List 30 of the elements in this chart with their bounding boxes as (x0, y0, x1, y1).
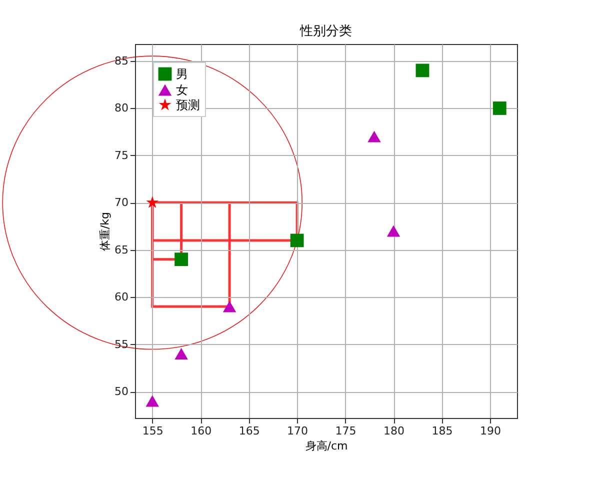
point (174, 252, 188, 266)
x-tick-label: 175 (335, 424, 356, 438)
point (222, 300, 236, 312)
point (174, 348, 188, 360)
y-axis-title: 体重/kg (98, 212, 112, 252)
legend-label: 女 (176, 83, 188, 97)
point (290, 234, 304, 248)
y-tick-label: 80 (114, 102, 128, 115)
x-tick-label: 180 (384, 424, 405, 438)
point (416, 64, 430, 78)
x-axis-title: 身高/cm (305, 440, 348, 452)
chart-title: 性别分类 (299, 24, 352, 39)
legend-label: 预测 (176, 98, 200, 112)
legend-label: 男 (176, 67, 188, 81)
x-tick-label: 160 (190, 424, 212, 438)
point (146, 395, 159, 407)
point (146, 196, 159, 208)
y-tick-label: 65 (114, 243, 128, 256)
y-tick-label: 75 (114, 148, 128, 162)
x-tick-label: 170 (287, 424, 308, 438)
point (368, 130, 381, 142)
y-tick-label: 50 (114, 385, 128, 398)
point (492, 102, 506, 115)
x-tick-label: 185 (432, 424, 453, 438)
point (386, 225, 400, 237)
y-tick-label: 70 (114, 196, 128, 210)
x-tick-label: 165 (238, 424, 260, 438)
x-tick-label: 190 (480, 424, 501, 438)
y-tick-label: 60 (114, 290, 128, 304)
x-tick-label: 155 (142, 424, 164, 438)
